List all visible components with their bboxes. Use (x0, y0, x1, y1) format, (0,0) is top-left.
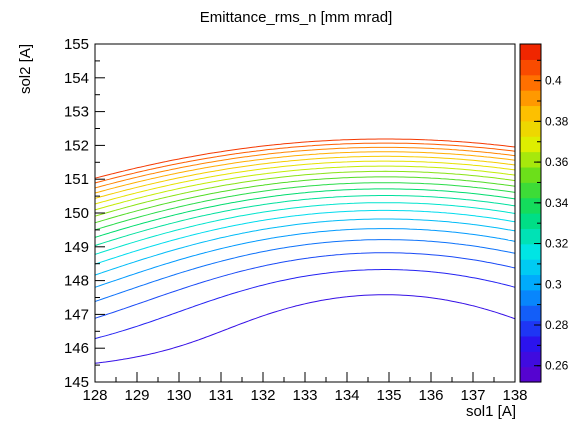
colorbar-segment (520, 166, 541, 183)
y-tick-label: 154 (64, 70, 89, 87)
contour-line (94, 228, 516, 288)
x-tick-label: 129 (124, 387, 149, 404)
colorbar-segment (520, 305, 541, 322)
x-tick-label: 135 (376, 387, 401, 404)
contour-line (94, 202, 516, 255)
y-tick-label: 151 (64, 171, 89, 188)
colorbar-tick-label: 0.3 (545, 277, 562, 291)
colorbar-segment (520, 44, 541, 60)
colorbar-segment (520, 274, 541, 291)
colorbar-segment (520, 136, 541, 153)
y-tick-label: 152 (64, 137, 89, 154)
x-tick-label: 131 (208, 387, 233, 404)
colorbar-segment (520, 90, 541, 107)
colorbar-tick-label: 0.34 (545, 196, 569, 210)
contour-line (94, 195, 516, 247)
colorbar-tick-label: 0.32 (545, 237, 569, 251)
colorbar-segment (520, 320, 541, 337)
colorbar-segment (520, 335, 541, 352)
colorbar-tick-label: 0.26 (545, 359, 569, 373)
x-tick-label: 128 (82, 387, 107, 404)
y-tick-label: 146 (64, 340, 89, 357)
contour-line (94, 170, 516, 217)
y-tick-label: 148 (64, 273, 89, 290)
colorbar-segment (520, 151, 541, 168)
colorbar-segment (520, 105, 541, 122)
x-axis-label: sol1 [A] (466, 403, 516, 420)
colorbar-tick-label: 0.38 (545, 114, 569, 128)
x-tick-label: 136 (418, 387, 443, 404)
colorbar-segment (520, 259, 541, 276)
x-tick-label: 130 (166, 387, 191, 404)
contour-line (94, 239, 516, 302)
axes: 128 129 130 131 132 133 134 135 136 137 138 145 146 1… (64, 36, 528, 404)
colorbar-tick-label: 0.28 (545, 318, 569, 332)
colorbar-segment (520, 120, 541, 137)
colorbar-segment (520, 74, 541, 91)
y-tick-label: 145 (64, 374, 89, 391)
y-tick-label: 153 (64, 104, 89, 121)
y-tick-label: 147 (64, 306, 89, 323)
x-tick-label: 134 (334, 387, 359, 404)
contour-line (94, 269, 516, 340)
colorbar-segment (520, 289, 541, 306)
contour-line (94, 165, 516, 211)
y-tick-label: 155 (64, 36, 89, 53)
colorbar-frame (519, 43, 542, 383)
x-tick-label: 133 (292, 387, 317, 404)
x-tick-label: 138 (502, 387, 527, 404)
contour-line (94, 155, 516, 199)
colorbar-segment (520, 197, 541, 214)
y-tick-label: 150 (64, 205, 89, 222)
chart-title: Emittance_rms_n [mm mrad] (200, 9, 393, 26)
contour-line (94, 138, 516, 179)
contour-lines (94, 138, 516, 364)
colorbar-tick-label: 0.4 (545, 74, 562, 88)
contour-line (94, 294, 516, 364)
x-tick-label: 132 (250, 387, 275, 404)
colorbar-segment (520, 59, 541, 76)
contour-line (94, 176, 516, 224)
colorbar-segment (520, 228, 541, 245)
colorbar-segment (520, 182, 541, 199)
contour-line (94, 188, 515, 238)
contour-line (94, 182, 516, 231)
y-axis-label: sol2 [A] (17, 44, 34, 94)
plot-area (94, 43, 516, 383)
colorbar: 0.26 0.28 0.3 0.32 0.34 0.36 0.38 0.4 (519, 43, 569, 383)
colorbar-segment (520, 243, 541, 260)
contour-line (94, 142, 516, 184)
colorbar-segment (520, 213, 541, 229)
colorbar-segment (520, 366, 541, 383)
colorbar-segment (520, 351, 541, 368)
x-tick-label: 137 (460, 387, 485, 404)
contour-line (94, 151, 516, 194)
colorbar-tick-label: 0.36 (545, 155, 569, 169)
contour-line (94, 160, 516, 205)
y-tick-label: 149 (64, 239, 89, 256)
contour-line (94, 252, 516, 319)
